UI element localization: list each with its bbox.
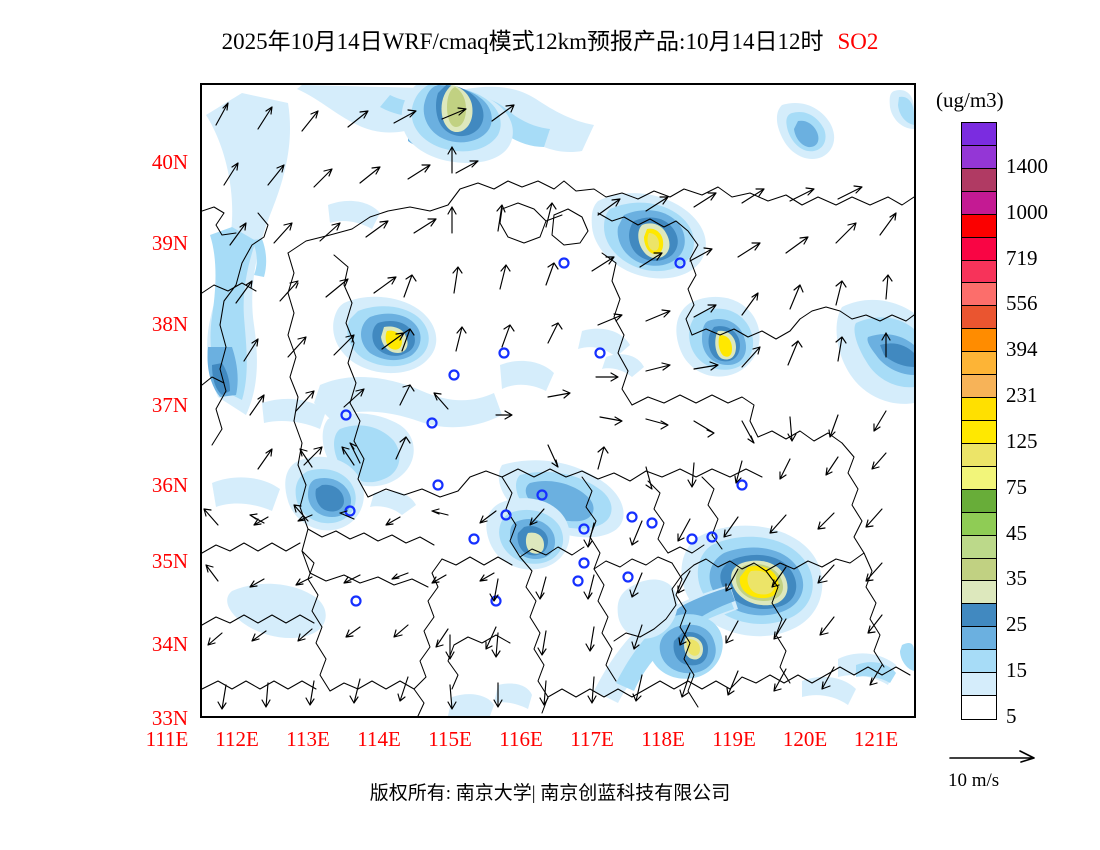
x-axis-tick-113e: 113E xyxy=(286,727,330,751)
y-axis-tick-37n: 37N xyxy=(151,393,188,417)
page-title: 2025年10月14日WRF/cmaq模式12km预报产品:10月14日12时 S… xyxy=(0,22,1100,56)
colorbar-band xyxy=(962,696,996,719)
colorbar-tick-label: 125 xyxy=(1006,428,1038,453)
hotspot-bohai-bay xyxy=(591,193,706,279)
colorbar-band xyxy=(962,283,996,307)
colorbar-tick-label: 45 xyxy=(1006,520,1027,545)
province-boundaries xyxy=(202,180,914,716)
colorbar-band xyxy=(962,168,996,192)
colorbar-tick-label: 15 xyxy=(1006,658,1027,683)
wind-scale-label: 10 m/s xyxy=(948,770,1000,791)
x-axis-tick-112e: 112E xyxy=(215,727,259,751)
colorbar-band xyxy=(962,375,996,399)
colorbar-band xyxy=(962,512,996,536)
colorbar-band xyxy=(962,145,996,169)
x-axis-tick-114e: 114E xyxy=(357,727,401,751)
colorbar-band xyxy=(962,420,996,444)
y-axis-tick-38n: 38N xyxy=(151,312,188,336)
colorbar-tick-label: 556 xyxy=(1006,291,1038,316)
map-canvas xyxy=(202,85,914,716)
title-species-label: SO2 xyxy=(837,29,879,54)
colorbar-tick-label: 35 xyxy=(1006,566,1027,591)
wind-arrow-icon xyxy=(949,750,1035,763)
station-markers xyxy=(340,257,748,607)
y-axis-tick-35n: 35N xyxy=(151,549,188,573)
y-axis-tick-36n: 36N xyxy=(151,473,188,497)
colorbar-band xyxy=(962,443,996,467)
colorbar-band xyxy=(962,535,996,559)
colorbar-band xyxy=(962,352,996,376)
colorbar-band xyxy=(962,604,996,628)
x-axis-tick-115e: 115E xyxy=(428,727,472,751)
x-axis-tick-118e: 118E xyxy=(641,727,685,751)
y-axis-tick-40n: 40N xyxy=(151,150,188,174)
colorbar-tick-label: 75 xyxy=(1006,474,1027,499)
colorbar xyxy=(961,122,997,720)
colorbar-tick-label: 231 xyxy=(1006,383,1038,408)
colorbar-tick-label: 1400 xyxy=(1006,153,1048,178)
x-axis-tick-111e: 111E xyxy=(145,727,189,751)
colorbar-band xyxy=(962,558,996,582)
x-axis-tick-117e: 117E xyxy=(570,727,614,751)
wind-scale-legend: 10 m/s xyxy=(948,748,1088,798)
colorbar-band xyxy=(962,489,996,513)
y-axis-tick-39n: 39N xyxy=(151,231,188,255)
wind-vectors xyxy=(203,102,897,710)
x-axis-tick-121e: 121E xyxy=(853,727,899,751)
colorbar-band xyxy=(962,581,996,605)
title-main-text: 2025年10月14日WRF/cmaq模式12km预报产品:10月14日12时 xyxy=(221,29,824,54)
colorbar-tick-label: 719 xyxy=(1006,245,1038,270)
concentration-contours xyxy=(206,85,914,716)
colorbar-band xyxy=(962,466,996,490)
map-svg xyxy=(202,85,914,716)
colorbar-band xyxy=(962,237,996,261)
colorbar-band xyxy=(962,260,996,284)
x-axis-tick-120e: 120E xyxy=(782,727,828,751)
copyright-footer: 版权所有: 南京大学| 南京创蓝科技有限公司 xyxy=(369,783,731,804)
map-plot-area xyxy=(200,83,916,718)
colorbar-tick-label: 5 xyxy=(1006,704,1017,728)
x-axis-tick-119e: 119E xyxy=(712,727,756,751)
hotspot-east-shandong xyxy=(676,296,760,377)
x-axis-tick-116e: 116E xyxy=(499,727,543,751)
colorbar-band xyxy=(962,214,996,238)
colorbar-band xyxy=(962,627,996,651)
colorbar-band xyxy=(962,191,996,215)
colorbar-tick-label: 1000 xyxy=(1006,199,1048,224)
y-axis-tick-33n: 33N xyxy=(151,706,188,730)
colorbar-tick-label: 25 xyxy=(1006,612,1027,637)
hotspot-north-central xyxy=(401,85,513,163)
colorbar-band xyxy=(962,650,996,674)
colorbar-band xyxy=(962,123,996,146)
colorbar-band xyxy=(962,306,996,330)
colorbar-units-label: (ug/m3) xyxy=(936,88,1004,112)
colorbar-band xyxy=(962,329,996,353)
colorbar-band xyxy=(962,398,996,421)
colorbar-band xyxy=(962,673,996,697)
y-axis-tick-34n: 34N xyxy=(151,632,188,656)
colorbar-tick-label: 394 xyxy=(1006,337,1038,362)
